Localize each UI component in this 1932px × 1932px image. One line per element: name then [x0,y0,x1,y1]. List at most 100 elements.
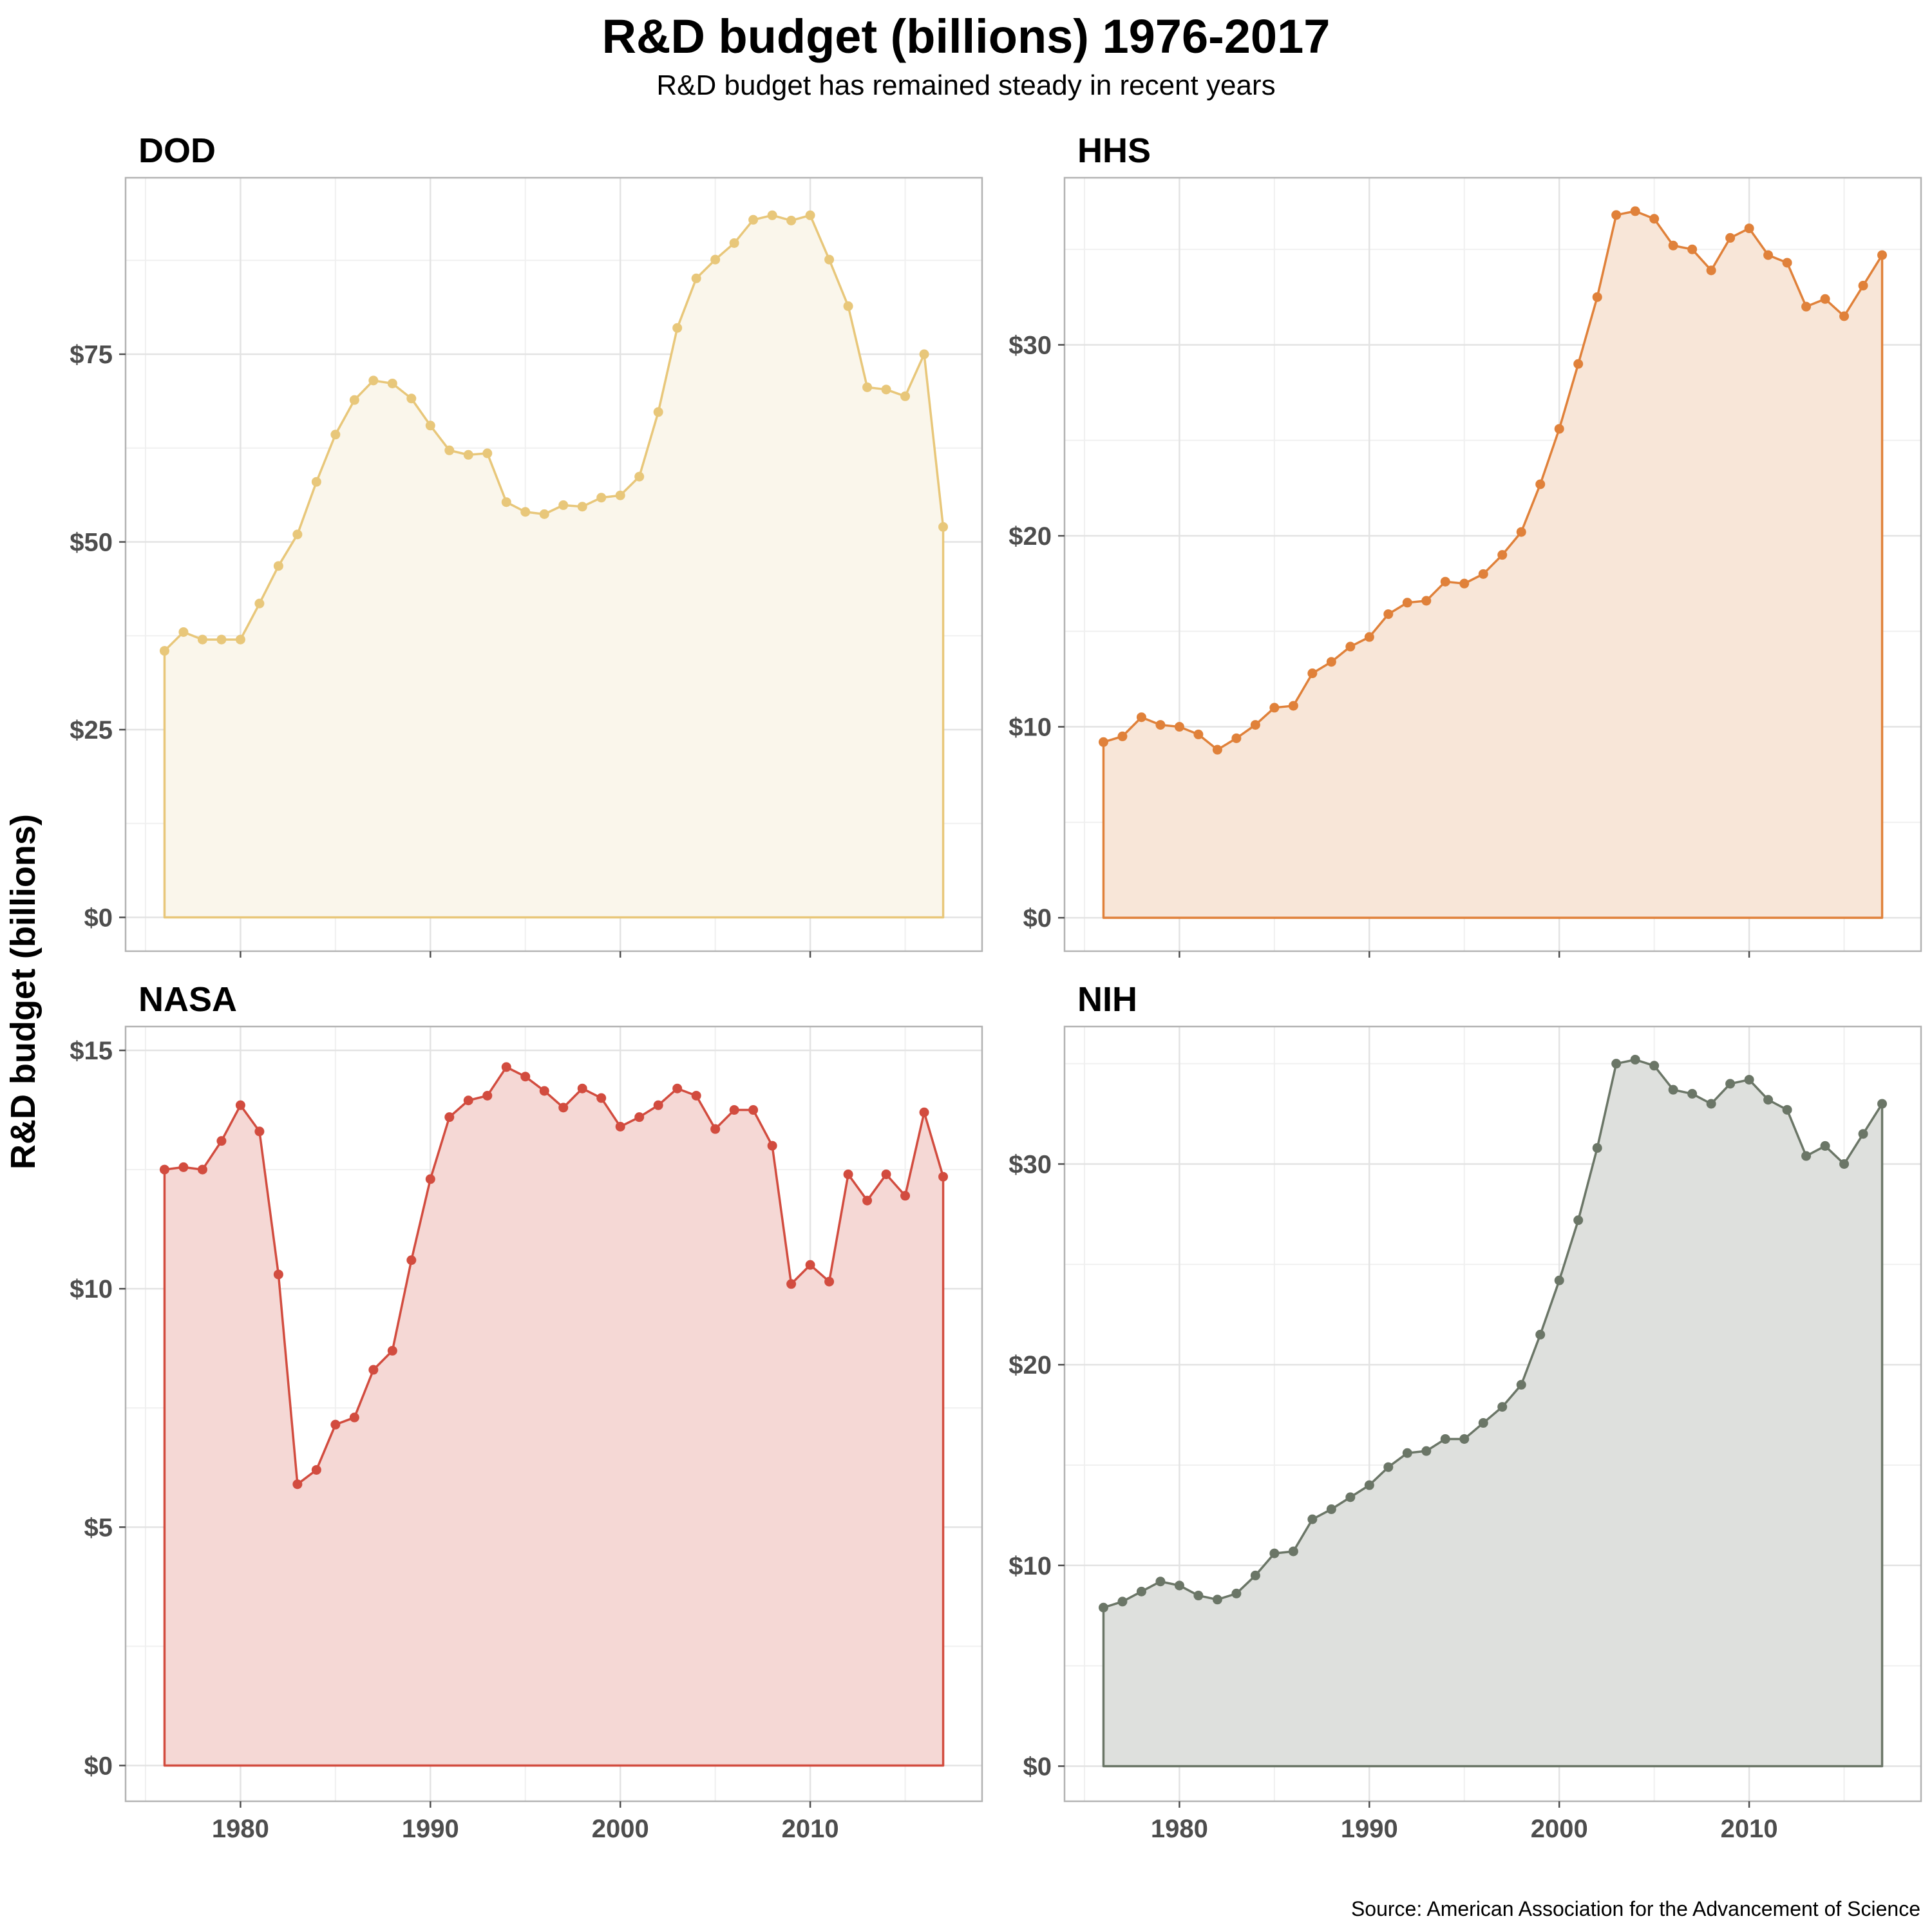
dod-point-1998 [577,502,587,512]
nih-point-2006 [1668,1084,1678,1095]
nasa-point-2015 [900,1191,911,1201]
hhs-point-2000 [1554,424,1564,434]
hhs-point-2011 [1763,250,1774,260]
nasa-point-1994 [501,1062,511,1072]
nih-point-2001 [1573,1215,1584,1226]
hhs-point-1994 [1440,576,1450,587]
nih-point-2003 [1611,1059,1622,1069]
nih-point-1990 [1364,1480,1374,1490]
dod-point-1991 [444,445,455,455]
nasa-point-1989 [406,1255,417,1265]
dod-point-1997 [558,500,569,510]
nasa-point-2014 [881,1169,891,1179]
dod-point-1992 [463,450,473,460]
hhs-point-1985 [1269,703,1280,713]
dod-point-2011 [824,254,835,265]
dod-point-1995 [520,507,531,517]
nasa-x-tick-label: 1980 [212,1815,269,1843]
nasa-point-2002 [653,1100,663,1110]
dod-y-tick-label: $25 [70,716,113,744]
hhs-point-2006 [1668,240,1678,251]
nih-y-tick-label: $20 [1009,1351,1052,1379]
nih-point-2000 [1554,1275,1564,1285]
nih-point-2002 [1592,1143,1602,1153]
hhs-y-tick-label: $20 [1009,522,1052,551]
nih-point-2010 [1744,1075,1754,1085]
hhs-point-2003 [1611,210,1622,220]
dod-point-1984 [311,477,321,487]
nasa-point-1998 [577,1083,587,1094]
nih-point-1978 [1136,1586,1146,1596]
hhs-point-1997 [1497,550,1508,560]
nasa-point-1984 [311,1464,321,1475]
y-axis-label: R&D budget (billions) [4,814,43,1170]
dod-point-2016 [919,349,929,359]
nasa-point-1996 [539,1086,549,1096]
hhs-point-1989 [1345,641,1356,652]
nasa-x-tick-label: 2000 [592,1815,649,1843]
dod-panel-border [124,176,983,952]
nasa-point-2012 [843,1169,853,1179]
nih-point-1981 [1193,1591,1204,1601]
chart-title: R&D budget (billions) 1976-2017 [601,10,1331,63]
dod-point-2010 [805,210,815,220]
dod-point-1976 [159,646,169,656]
hhs-point-1983 [1231,733,1242,743]
hhs-point-1993 [1421,596,1432,606]
nih-point-2005 [1649,1061,1660,1071]
dod-point-1994 [501,497,511,507]
hhs-point-1999 [1535,479,1546,489]
hhs-point-2017 [1877,250,1888,260]
nasa-y-tick-label: $5 [84,1513,113,1542]
hhs-point-2009 [1725,232,1736,243]
nih-point-1989 [1345,1492,1356,1502]
nih-point-1999 [1535,1329,1546,1340]
dod-point-2014 [881,384,891,395]
dod-point-2013 [862,382,873,392]
hhs-point-1979 [1155,720,1166,730]
nih-point-1991 [1383,1462,1394,1472]
nasa-point-1980 [235,1100,245,1110]
nih-point-1993 [1421,1446,1432,1456]
nih-x-tick-label: 1990 [1341,1815,1398,1843]
nih-point-1980 [1174,1580,1184,1591]
dod-facet-title: DOD [138,131,216,170]
nasa-point-2010 [805,1260,815,1270]
nasa-point-2005 [710,1124,721,1134]
dod-y-tick-label: $50 [70,529,113,557]
nasa-point-2004 [691,1090,701,1101]
nih-x-tick-label: 2000 [1531,1815,1588,1843]
nasa-point-1986 [349,1412,359,1423]
nasa-point-1982 [273,1269,283,1280]
dod-point-1978 [197,634,207,645]
hhs-point-1996 [1478,569,1488,579]
hhs-point-2015 [1839,311,1850,321]
nasa-point-1991 [444,1112,455,1122]
nih-point-1984 [1250,1570,1260,1580]
hhs-y-tick-label: $10 [1009,714,1052,742]
dod-point-2000 [615,490,625,500]
nasa-x-tick-label: 2010 [782,1815,839,1843]
nasa-point-1990 [425,1174,435,1184]
hhs-point-1987 [1307,668,1318,679]
hhs-point-2012 [1782,258,1792,268]
nih-point-1985 [1269,1548,1280,1558]
nih-y-tick-label: $30 [1009,1150,1052,1179]
hhs-point-2014 [1820,294,1830,304]
hhs-y-tick-label: $30 [1009,331,1052,359]
nasa-point-2011 [824,1276,835,1287]
nasa-point-1979 [216,1136,227,1146]
nih-facet-title: NIH [1077,980,1137,1019]
nih-panel-border [1063,1025,1922,1803]
hhs-point-2001 [1573,359,1584,369]
hhs-point-1988 [1326,657,1336,667]
nasa-point-2006 [729,1105,739,1115]
dod-point-2004 [691,273,701,283]
nih-point-2014 [1820,1141,1830,1151]
nasa-point-1995 [520,1072,531,1082]
nih-point-2011 [1763,1095,1774,1105]
dod-point-2012 [843,301,853,311]
nih-y-tick-label: $0 [1023,1752,1052,1781]
nasa-panel-border [124,1025,983,1803]
